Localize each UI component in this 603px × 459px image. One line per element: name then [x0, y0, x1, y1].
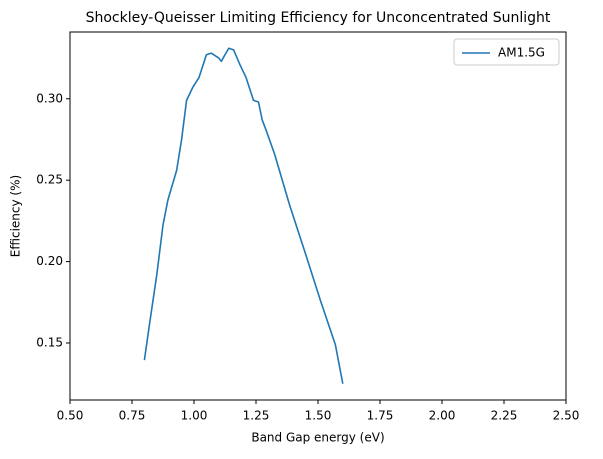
x-tick-label: 1.75 [367, 409, 394, 423]
legend-label: AM1.5G [498, 46, 545, 60]
x-tick-label: 2.00 [429, 409, 456, 423]
y-tick-label: 0.25 [36, 173, 63, 187]
legend-box [453, 38, 560, 66]
x-tick-label: 1.25 [243, 409, 270, 423]
x-tick-label: 2.50 [553, 409, 580, 423]
x-axis-label: Band Gap energy (eV) [251, 431, 384, 445]
y-axis-label: Efficiency (%) [9, 175, 23, 257]
y-tick-label: 0.20 [36, 254, 63, 268]
y-tick-label: 0.15 [36, 336, 63, 350]
x-tick-label: 0.50 [57, 409, 84, 423]
line-series [143, 47, 344, 384]
x-tick-label: 1.50 [305, 409, 332, 423]
y-tick-label: 0.30 [36, 91, 63, 105]
x-tick-label: 0.75 [119, 409, 146, 423]
plot-frame [69, 31, 567, 401]
x-tick-label: 2.25 [491, 409, 518, 423]
x-tick-label: 1.00 [181, 409, 208, 423]
chart-title: Shockley-Queisser Limiting Efficiency fo… [86, 10, 551, 26]
